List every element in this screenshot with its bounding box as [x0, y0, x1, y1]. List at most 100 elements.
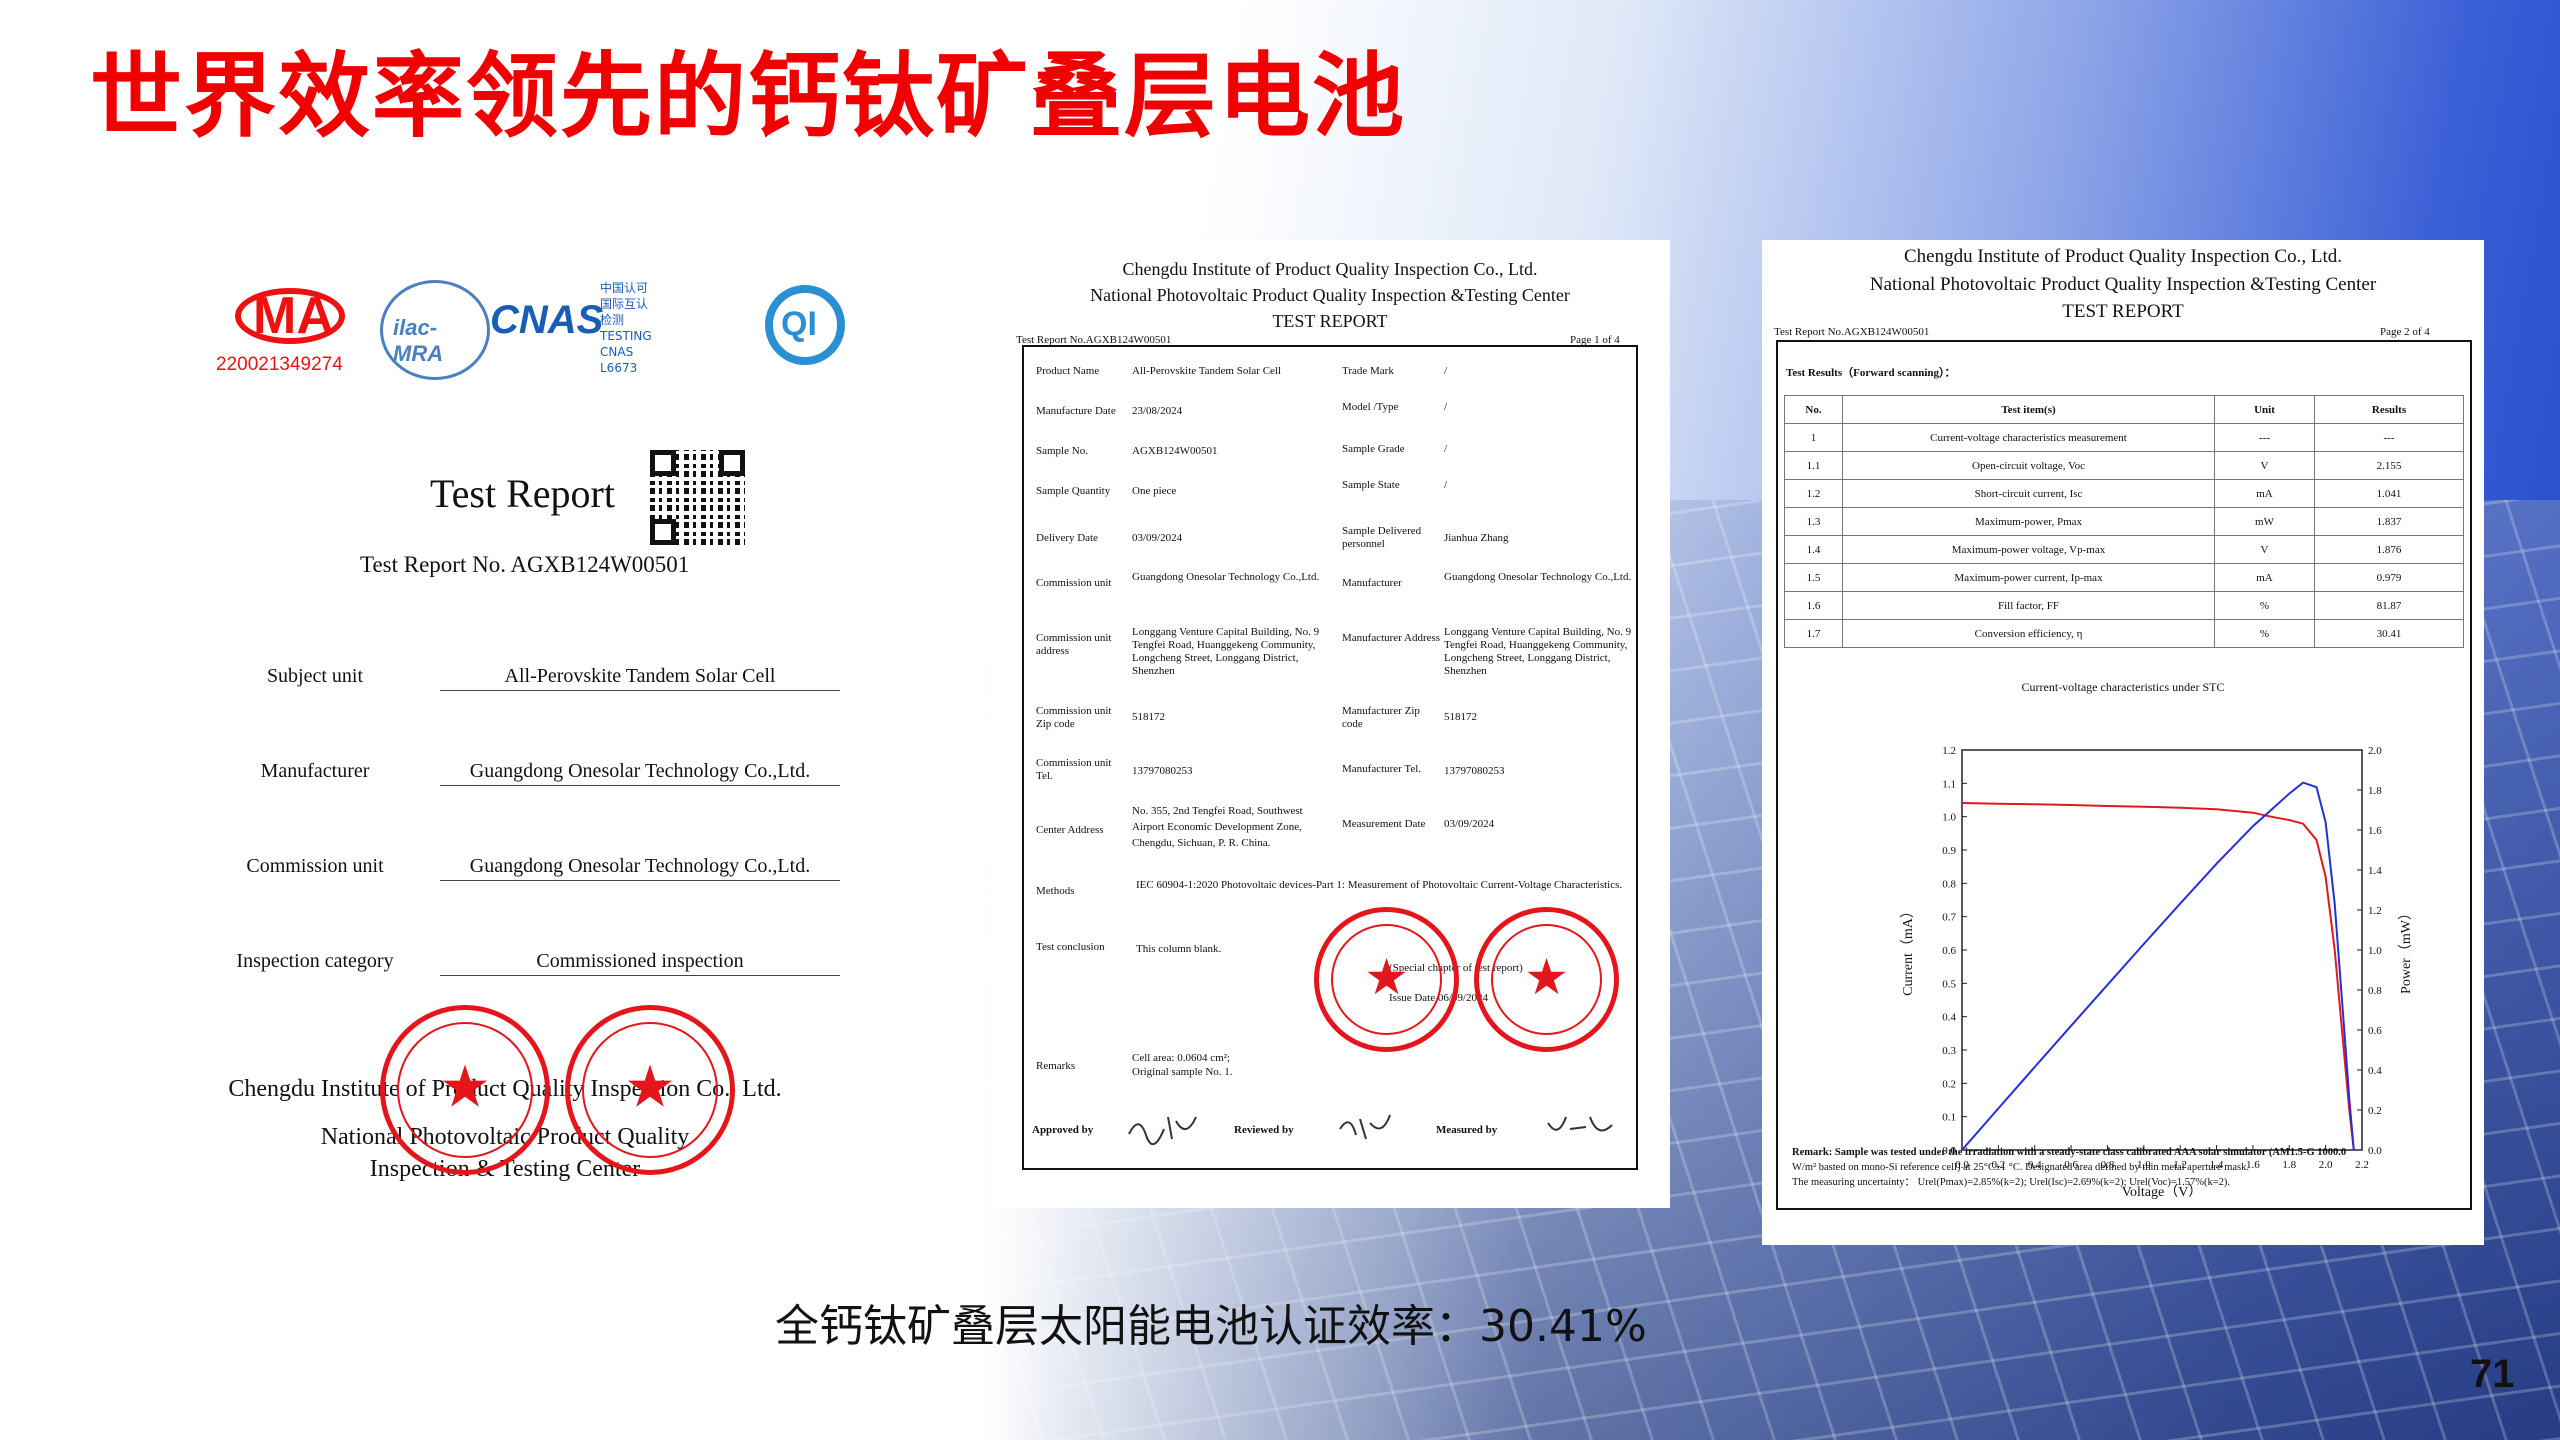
- signature-reviewed: [1339, 1114, 1391, 1140]
- measured-by-label: Measured by: [1436, 1124, 1498, 1136]
- current-voltage-curve: [1961, 802, 2355, 1151]
- x-tick-label: 0.0: [1955, 1159, 1969, 1171]
- slide-title: 世界效率领先的钙钛矿叠层电池: [90, 43, 1407, 150]
- field-value: 23/08/2024: [1132, 405, 1183, 417]
- signature-approved: [1128, 1116, 1197, 1145]
- y-axis-label: Current（mA）: [1900, 904, 1916, 996]
- table-row: 1.4 Maximum-power voltage, Vp-max V 1.876: [1784, 535, 2464, 564]
- y2-tick-label: 1.2: [2368, 905, 2382, 917]
- field-value: Longgang Venture Capital Building, No. 9…: [1132, 626, 1320, 677]
- accreditation-logos: MA 220021349274 ilac-MRA CNAS 中国认可 国际互认 …: [210, 270, 910, 390]
- field-value: /: [1444, 365, 1448, 377]
- y2-tick-label: 0.2: [2368, 1105, 2382, 1117]
- y-tick-label: 1.1: [1942, 778, 1956, 790]
- signature-measured: [1547, 1116, 1613, 1132]
- iv-chart: 0.0 0.2 0.4 0.6 0.8 1.0 1.2 1.4 1.6 1.8 2.0 2.2 0.0 0…: [1900, 745, 2414, 1200]
- cover-field-row: Commission unit Guangdong Onesolar Techn…: [180, 855, 880, 895]
- field-label: Center Address: [1036, 824, 1104, 836]
- field-value: /: [1444, 443, 1448, 455]
- field-value: 518172: [1132, 711, 1165, 723]
- field-label: Commission unit: [1036, 577, 1112, 589]
- test-report-page-2: Chengdu Institute of Product Quality Ins…: [1762, 240, 2484, 1245]
- cover-field-row: Inspection category Commissioned inspect…: [180, 950, 880, 990]
- results-box: [1776, 340, 2472, 1210]
- field-label: Commission unit Zip code: [1036, 705, 1112, 730]
- report-header-line: TEST REPORT: [1272, 311, 1388, 331]
- cover-report-number: Test Report No. AGXB124W00501: [360, 552, 690, 577]
- field-label: Sample No.: [1036, 445, 1088, 457]
- field-label: Manufacturer: [1342, 577, 1402, 589]
- y-tick-label: 0.6: [1942, 945, 1956, 957]
- report-header-line: Chengdu Institute of Product Quality Ins…: [1903, 246, 2342, 267]
- field-label: Manufacturer Address: [1342, 632, 1441, 644]
- x-tick-label: 0.8: [2101, 1159, 2115, 1171]
- y-tick-label: 1.2: [1942, 745, 1956, 757]
- y-tick-label: 0.0: [1942, 1145, 1956, 1157]
- field-label: Model /Type: [1342, 401, 1399, 413]
- field-label: Trade Mark: [1342, 365, 1394, 377]
- conclusion-label: Test conclusion: [1036, 941, 1105, 953]
- qr-corner: [650, 519, 676, 545]
- y-tick-label: 0.4: [1942, 1012, 1956, 1024]
- qi-logo-text: QI: [781, 305, 817, 343]
- results-table: No. Test item(s) Unit Results 1 Current-v…: [1784, 395, 2464, 648]
- y-tick-label: 0.5: [1942, 978, 1956, 990]
- field-label: Sample Delivered personnel: [1342, 525, 1422, 550]
- field-value: 03/09/2024: [1132, 532, 1183, 544]
- x-axis-label: Voltage（V）: [2122, 1184, 2203, 1200]
- results-section-title: Test Results（Forward scanning）：: [1786, 367, 1956, 379]
- cover-field-row: Subject unit All-Perovskite Tandem Solar…: [180, 665, 880, 705]
- field-value: /: [1444, 401, 1448, 413]
- page-indicator: Page 1 of 4: [1570, 334, 1620, 346]
- official-seal-stamp: ★: [1314, 907, 1459, 1052]
- plot-frame: [1961, 749, 2363, 1151]
- table-header-row: No. Test item(s) Unit Results: [1784, 395, 2464, 424]
- conclusion-value: This column blank.: [1136, 943, 1222, 955]
- table-header: Results: [2314, 395, 2464, 424]
- qr-corner: [650, 450, 676, 476]
- y2-tick-label: 1.8: [2368, 785, 2382, 797]
- field-label: Delivery Date: [1036, 532, 1098, 544]
- cover-field-row: Manufacturer Guangdong Onesolar Technolo…: [180, 760, 880, 800]
- x-tick-label: 1.2: [2173, 1159, 2187, 1171]
- x-tick-label: 1.0: [2137, 1159, 2151, 1171]
- field-value: Longgang Venture Capital Building, No. 9…: [1444, 626, 1632, 677]
- field-value: AGXB124W00501: [1132, 445, 1218, 457]
- cover-field-value: All-Perovskite Tandem Solar Cell: [440, 665, 840, 691]
- page-indicator: Page 2 of 4: [2380, 326, 2430, 338]
- remark-line: W/m² basted on mono-Si reference cell) a…: [1792, 1162, 2249, 1173]
- test-report-page-1: Chengdu Institute of Product Quality Ins…: [990, 240, 1670, 1208]
- field-label: Sample Quantity: [1036, 485, 1111, 497]
- report-header-line: Chengdu Institute of Product Quality Ins…: [1122, 259, 1538, 279]
- x-tick-label: 0.2: [1991, 1159, 2005, 1171]
- remarks-label: Remarks: [1036, 1060, 1076, 1072]
- efficiency-caption: 全钙钛矿叠层太阳能电池认证效率：30.41%: [775, 1301, 1647, 1352]
- cover-field-label: Commission unit: [246, 855, 384, 877]
- cover-field-label: Manufacturer: [260, 760, 370, 782]
- y-tick-label: 0.3: [1942, 1045, 1956, 1057]
- y2-axis-label: Power（mW）: [2398, 906, 2414, 994]
- remarks-line: Original sample No. 1.: [1132, 1066, 1233, 1078]
- y2-tick-label: 0.8: [2368, 985, 2382, 997]
- field-value: All-Perovskite Tandem Solar Cell: [1132, 365, 1282, 377]
- cover-title: Test Report: [430, 471, 615, 516]
- cma-logo: MA 220021349274: [210, 270, 360, 390]
- measurement-remark: Remark: Sample was tested under the irra…: [1792, 1145, 2452, 1190]
- field-label: Commission unit Tel.: [1036, 757, 1112, 782]
- slide-page-number: 71: [2470, 1352, 2515, 1396]
- y-tick-label: 1.0: [1942, 812, 1956, 824]
- table-row: 1.6 Fill factor, FF% 81.87: [1784, 591, 2464, 620]
- remark-line: Remark: Sample was tested under the irra…: [1792, 1147, 2347, 1158]
- y2-tick-label: 1.4: [2368, 865, 2382, 877]
- remarks-line: Cell area: 0.0604 cm²;: [1132, 1052, 1230, 1064]
- field-value: 13797080253: [1132, 765, 1193, 777]
- table-row: 1.3 Maximum-power, Pmax mW 1.837: [1784, 507, 2464, 536]
- x-tick-label: 1.8: [2282, 1159, 2296, 1171]
- field-label: Sample State: [1342, 479, 1400, 491]
- reviewed-by-label: Reviewed by: [1234, 1124, 1294, 1136]
- table-row: 1.7 Conversion efficiency, η% 30.41: [1784, 619, 2464, 648]
- approved-by-label: Approved by: [1032, 1124, 1094, 1136]
- table-row: 1.1 Open-circuit voltage, Voc V 2.155: [1784, 451, 2464, 480]
- y-tick-label: 0.9: [1942, 845, 1956, 857]
- x-tick-label: 1.4: [2210, 1159, 2224, 1171]
